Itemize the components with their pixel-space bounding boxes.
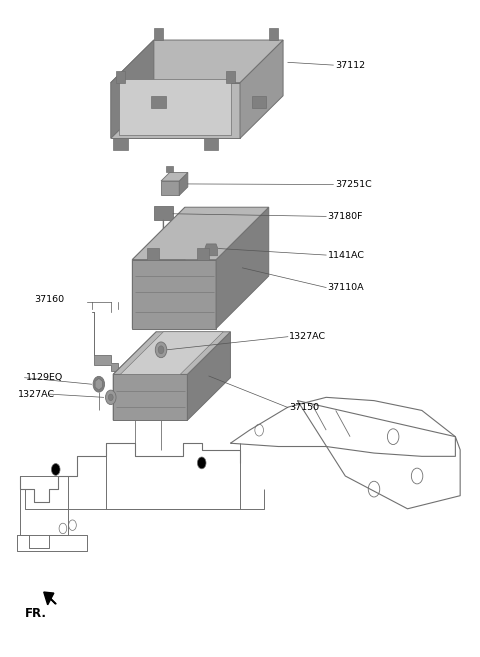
Polygon shape: [113, 139, 128, 150]
Polygon shape: [154, 206, 173, 220]
Polygon shape: [120, 332, 223, 374]
Polygon shape: [113, 332, 230, 374]
Polygon shape: [252, 96, 266, 108]
Circle shape: [108, 394, 113, 401]
Circle shape: [197, 457, 206, 469]
Text: 37180F: 37180F: [327, 212, 363, 221]
Polygon shape: [179, 173, 188, 195]
Polygon shape: [205, 244, 217, 256]
Polygon shape: [113, 332, 156, 420]
Text: 37160: 37160: [34, 295, 64, 304]
FancyArrow shape: [44, 592, 56, 605]
Polygon shape: [197, 248, 209, 260]
Polygon shape: [111, 40, 283, 83]
Polygon shape: [166, 166, 173, 173]
Circle shape: [158, 346, 164, 353]
Polygon shape: [187, 332, 230, 420]
Polygon shape: [154, 28, 163, 40]
Text: 1327AC: 1327AC: [289, 332, 326, 341]
Polygon shape: [240, 40, 283, 139]
Circle shape: [93, 376, 105, 392]
Polygon shape: [132, 260, 216, 328]
Polygon shape: [111, 40, 154, 139]
Polygon shape: [161, 181, 179, 195]
Polygon shape: [152, 96, 166, 108]
Text: 1141AC: 1141AC: [327, 250, 365, 260]
Text: 37150: 37150: [289, 403, 319, 412]
Polygon shape: [113, 374, 187, 420]
Text: 37112: 37112: [335, 60, 365, 70]
Polygon shape: [269, 28, 278, 40]
Polygon shape: [111, 83, 240, 139]
Polygon shape: [116, 71, 125, 83]
Polygon shape: [204, 139, 218, 150]
Text: 1129EQ: 1129EQ: [26, 373, 63, 382]
Polygon shape: [132, 207, 269, 260]
Circle shape: [51, 464, 60, 476]
Text: 37251C: 37251C: [335, 180, 372, 189]
Text: 1327AC: 1327AC: [17, 390, 55, 399]
Circle shape: [156, 342, 167, 357]
Polygon shape: [120, 102, 275, 133]
Polygon shape: [92, 312, 118, 371]
Text: 37110A: 37110A: [327, 283, 364, 292]
Polygon shape: [147, 248, 158, 260]
Circle shape: [106, 390, 116, 405]
Polygon shape: [132, 207, 185, 328]
Polygon shape: [161, 173, 188, 181]
Polygon shape: [120, 79, 231, 135]
Polygon shape: [216, 207, 269, 328]
Text: FR.: FR.: [24, 607, 47, 620]
Polygon shape: [226, 71, 235, 83]
